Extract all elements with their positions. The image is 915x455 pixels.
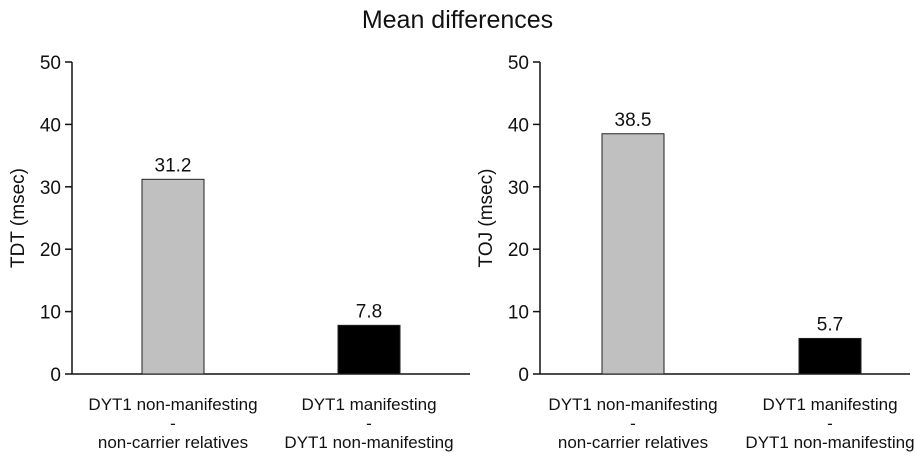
category-label-line: - bbox=[630, 414, 636, 433]
category-label-line: - bbox=[170, 414, 176, 433]
y-axis-label: TDT (msec) bbox=[8, 168, 29, 268]
category-label: DYT1 manifesting-DYT1 non-manifesting bbox=[745, 395, 914, 452]
data-label: 38.5 bbox=[615, 110, 652, 131]
category-label-line: - bbox=[827, 414, 833, 433]
category-label: DYT1 non-manifesting-non-carrier relativ… bbox=[88, 395, 257, 452]
y-tick-label: 50 bbox=[508, 53, 529, 74]
category-label-line: DYT1 non-manifesting bbox=[88, 395, 257, 414]
data-label: 5.7 bbox=[817, 314, 843, 335]
y-tick-label: 20 bbox=[508, 240, 529, 261]
bar bbox=[601, 133, 665, 375]
category-label-line: DYT1 non-manifesting bbox=[745, 433, 914, 452]
category-label-line: non-carrier relatives bbox=[98, 433, 248, 452]
category-label-line: DYT1 manifesting bbox=[762, 395, 897, 414]
bar bbox=[337, 324, 401, 375]
chart-1: 0 10 20 30 40 50 TDT (msec) 31.2 DYT1 non-manife… bbox=[8, 53, 470, 452]
y-tick-label: 0 bbox=[518, 365, 529, 386]
y-tick-label: 20 bbox=[40, 240, 61, 261]
data-label: 7.8 bbox=[356, 301, 382, 322]
y-tick-label: 30 bbox=[40, 178, 61, 199]
data-label: 31.2 bbox=[155, 155, 192, 176]
category-label-line: non-carrier relatives bbox=[558, 433, 708, 452]
y-tick-label: 10 bbox=[40, 303, 61, 324]
y-tick-label: 30 bbox=[508, 178, 529, 199]
bar bbox=[141, 178, 205, 375]
y-axis-label: TOJ (msec) bbox=[476, 169, 497, 268]
y-tick-label: 0 bbox=[50, 365, 61, 386]
category-label-line: DYT1 non-manifesting bbox=[548, 395, 717, 414]
category-label: DYT1 manifesting-DYT1 non-manifesting bbox=[284, 395, 453, 452]
y-tick-label: 40 bbox=[40, 115, 61, 136]
category-label-line: DYT1 manifesting bbox=[301, 395, 436, 414]
y-tick-label: 40 bbox=[508, 115, 529, 136]
chart-2: 0 10 20 30 40 50 TOJ (msec) 38.5 DYT1 non-manife… bbox=[476, 53, 915, 452]
category-label-line: DYT1 non-manifesting bbox=[284, 433, 453, 452]
bar bbox=[798, 337, 862, 375]
y-tick-label: 10 bbox=[508, 303, 529, 324]
category-label: DYT1 non-manifesting-non-carrier relativ… bbox=[548, 395, 717, 452]
category-label-line: - bbox=[366, 414, 372, 433]
y-tick-label: 50 bbox=[40, 53, 61, 74]
figure-title: Mean differences bbox=[361, 6, 554, 34]
